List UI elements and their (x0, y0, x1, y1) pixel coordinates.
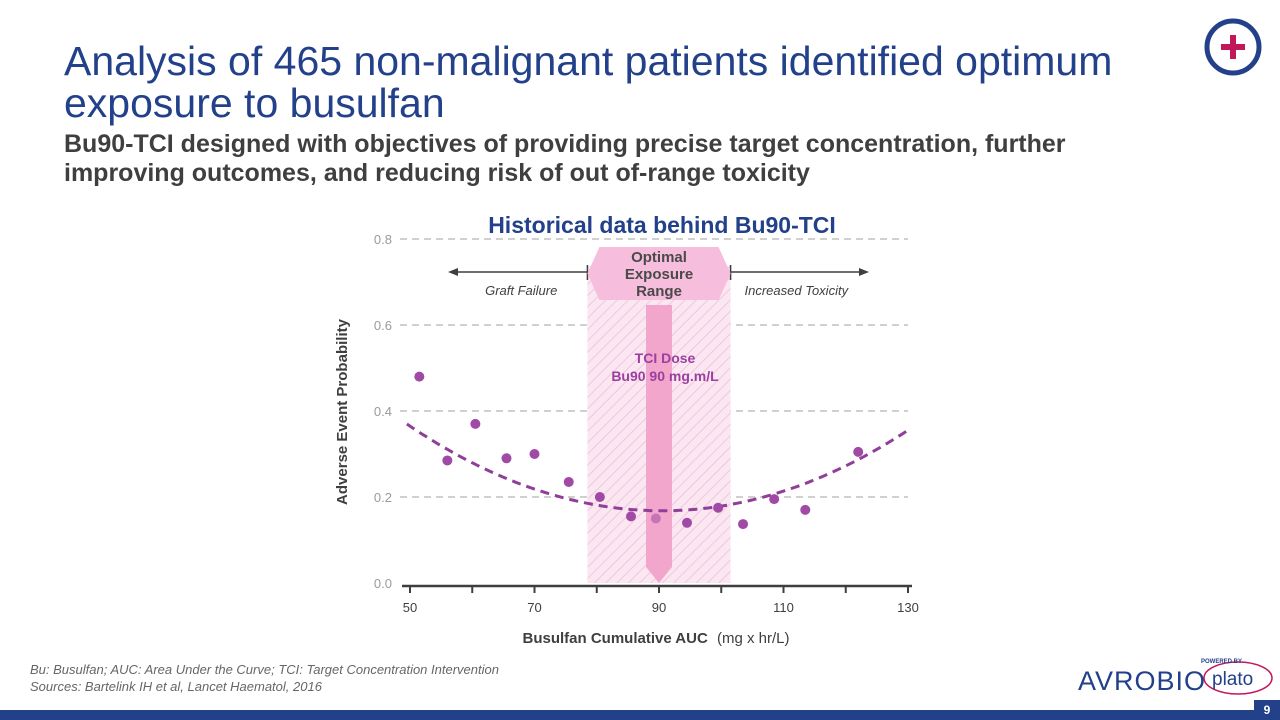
footnote-abbreviations: Bu: Busulfan; AUC: Area Under the Curve;… (30, 662, 499, 677)
data-points (414, 371, 864, 530)
data-point (682, 517, 693, 528)
data-point (529, 449, 540, 459)
data-point (800, 504, 811, 515)
chart: Historical data behind Bu90-TCI Optimal E… (334, 212, 919, 647)
data-point (442, 455, 453, 466)
footer-bar (0, 710, 1280, 720)
powered-by-label: POWERED BY (1201, 659, 1242, 665)
x-tick-label: 50 (403, 600, 417, 615)
x-axis-label: Busulfan Cumulative AUC (mg x hr/L) (523, 630, 790, 647)
plato-badge (1203, 661, 1273, 695)
y-axis-ticks: 0.0 0.2 0.4 0.6 0.8 (374, 232, 392, 591)
y-tick-label: 0.6 (374, 318, 392, 333)
fit-curve (406, 422, 909, 513)
optimal-range-label-line: Optimal (631, 249, 687, 266)
increased-toxicity-arrowhead (859, 268, 869, 276)
data-point (625, 511, 636, 522)
chart-title: Historical data behind Bu90-TCI (488, 212, 836, 238)
footnote: Bu: Busulfan; AUC: Area Under the Curve;… (30, 661, 499, 695)
optimal-range-label-line: Range (636, 283, 682, 300)
plato-wordmark: plato (1212, 669, 1253, 690)
data-point (738, 519, 749, 530)
data-point (713, 502, 724, 513)
data-point (501, 453, 512, 464)
x-tick-label: 70 (527, 600, 541, 615)
slide-title: Analysis of 465 non-malignant patients i… (64, 38, 1113, 126)
annotation-arrows (448, 268, 869, 276)
x-tick-label: 110 (773, 600, 794, 615)
tci-dose-arrow (646, 305, 672, 583)
avrobio-plato-logo: AVROBIO POWERED BY plato (1078, 659, 1273, 696)
x-axis-label-units: (mg x hr/L) (717, 630, 790, 647)
x-tick-label: 90 (652, 600, 666, 615)
data-point (769, 494, 780, 505)
y-tick-label: 0.4 (374, 404, 392, 419)
graft-failure-label: Graft Failure (485, 283, 557, 298)
page-number: 9 (1254, 700, 1280, 720)
optimal-range-label-line: Exposure (625, 266, 693, 283)
data-point (563, 476, 574, 487)
optimal-range-label-box (587, 247, 731, 300)
data-point (650, 513, 661, 524)
tci-dose-sublabel: Bu90 90 mg.m/L (611, 368, 719, 384)
tci-dose-label: TCI Dose (635, 350, 696, 366)
y-tick-label: 0.8 (374, 232, 392, 247)
data-point (414, 371, 425, 382)
data-point (853, 446, 864, 457)
plus-circle-icon (1204, 18, 1262, 76)
x-tick-label: 130 (897, 600, 919, 615)
data-point (470, 418, 481, 429)
optimal-range-label: Optimal Exposure Range (625, 249, 693, 300)
increased-toxicity-label: Increased Toxicity (745, 283, 850, 298)
y-tick-label: 0.2 (374, 490, 392, 505)
y-axis-label: Adverse Event Probability (334, 318, 351, 505)
slide-subtitle: Bu90-TCI designed with objectives of pro… (64, 130, 1066, 187)
x-axis-label-main: Busulfan Cumulative AUC (523, 630, 708, 647)
avrobio-wordmark: AVROBIO (1078, 666, 1206, 696)
data-point (594, 492, 605, 502)
graft-failure-arrowhead (448, 268, 458, 276)
footnote-sources: Sources: Bartelink IH et al, Lancet Haem… (30, 679, 322, 694)
y-tick-label: 0.0 (374, 576, 392, 591)
x-axis: 50 70 90 110 130 (402, 584, 919, 615)
